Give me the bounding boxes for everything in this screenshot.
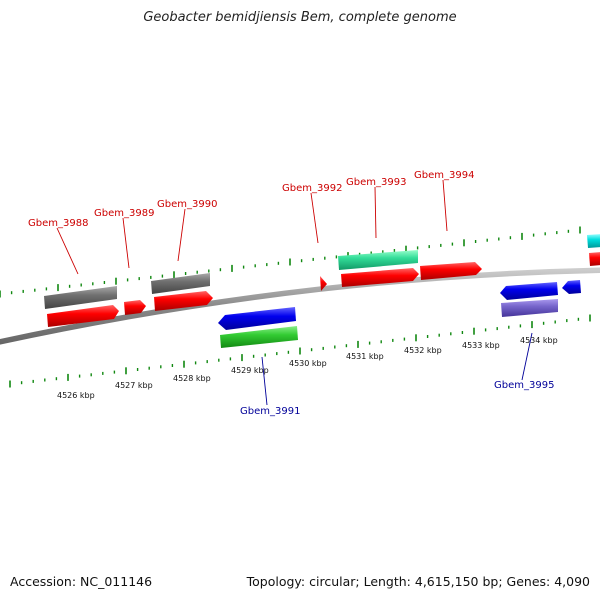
scale-label-4526: 4526 kbp	[57, 391, 95, 400]
feature-teal	[338, 250, 418, 270]
gene-label-gbem-3988: Gbem_3988	[28, 218, 88, 229]
scale-label-4532: 4532 kbp	[404, 346, 442, 355]
forward-features	[44, 234, 600, 327]
scale-label-4531: 4531 kbp	[346, 352, 384, 361]
scale-label-4529: 4529 kbp	[231, 366, 269, 375]
tick-track-outer	[0, 226, 581, 298]
gene-label-gbem-3991: Gbem_3991	[240, 406, 300, 417]
cds-gbem-3991	[218, 307, 296, 330]
scale-label-4530: 4530 kbp	[289, 359, 327, 368]
scale-labels: 4526 kbp 4527 kbp 4528 kbp 4529 kbp 4530…	[57, 336, 558, 400]
map-title: Geobacter bemidjiensis Bem, complete gen…	[143, 10, 457, 25]
feature-grey-1	[44, 286, 117, 309]
cds-gbem-3994	[420, 262, 482, 280]
feature-purple	[501, 299, 558, 317]
cds-edge-red	[589, 252, 600, 266]
leader-gbem-3992	[310, 192, 319, 244]
scale-label-4533: 4533 kbp	[462, 341, 500, 350]
leader-gbem-3989	[122, 217, 130, 269]
cds-gbem-3995	[500, 282, 558, 300]
gene-label-gbem-3994: Gbem_3994	[414, 170, 474, 181]
cds-gbem-3989	[124, 300, 146, 315]
scale-label-4528: 4528 kbp	[173, 374, 211, 383]
cds-small-blue	[562, 280, 581, 294]
reverse-features	[218, 280, 581, 348]
gene-labels: Gbem_3988 Gbem_3989 Gbem_3990 Gbem_3992 …	[28, 170, 554, 417]
leader-gbem-3991	[261, 356, 268, 406]
cds-gbem-3993	[341, 268, 419, 287]
genome-backbone	[0, 267, 600, 345]
gene-label-gbem-3995: Gbem_3995	[494, 380, 554, 391]
leader-gbem-3995	[521, 332, 533, 381]
scale-label-4527: 4527 kbp	[115, 381, 153, 390]
gene-label-gbem-3989: Gbem_3989	[94, 208, 154, 219]
leader-gbem-3988	[56, 227, 79, 275]
leader-gbem-3993	[374, 186, 377, 239]
cds-gbem-3990	[154, 291, 213, 311]
accession-label: Accession: NC_011146	[10, 574, 153, 589]
leader-gbem-3994	[442, 179, 448, 232]
scale-label-4534: 4534 kbp	[520, 336, 558, 345]
gene-label-gbem-3990: Gbem_3990	[157, 199, 217, 210]
tick-track-inner	[9, 314, 591, 388]
genome-summary: Topology: circular; Length: 4,615,150 bp…	[246, 574, 590, 589]
gene-label-gbem-3993: Gbem_3993	[346, 177, 406, 188]
cds-gbem-3992	[320, 276, 327, 291]
cds-gbem-3988	[47, 305, 119, 327]
feature-green	[220, 326, 298, 348]
feature-cyan-edge	[587, 234, 600, 248]
feature-grey-2	[151, 273, 210, 294]
label-leaders	[56, 179, 533, 406]
gene-label-gbem-3992: Gbem_3992	[282, 183, 342, 194]
leader-gbem-3990	[177, 208, 186, 262]
